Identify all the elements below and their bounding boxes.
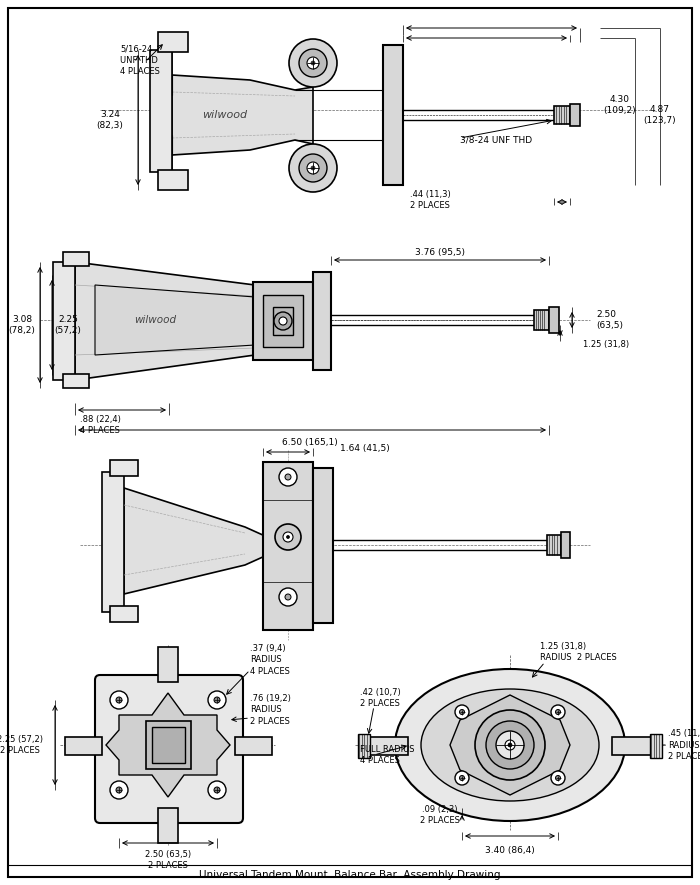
Bar [158,647,178,682]
Bar [263,295,303,347]
Circle shape [285,474,291,480]
Circle shape [208,691,226,709]
Bar [549,307,559,333]
Circle shape [475,710,545,780]
Bar [554,106,570,124]
Circle shape [289,144,337,192]
Bar [110,606,138,622]
Text: .44 (11,3)
2 PLACES: .44 (11,3) 2 PLACES [410,190,450,210]
Circle shape [285,594,291,600]
Bar [358,734,370,758]
Circle shape [459,710,465,714]
Text: 3.40 (86,4): 3.40 (86,4) [485,845,535,855]
Circle shape [299,49,327,77]
Circle shape [116,787,122,793]
Text: 3.24
(82,3): 3.24 (82,3) [97,110,123,130]
Bar [612,737,652,755]
Text: 1.25 (31,8): 1.25 (31,8) [583,341,629,350]
Circle shape [496,731,524,759]
Text: 4.87
(123,7): 4.87 (123,7) [644,105,676,125]
Text: FULL RADIUS
4 PLACES: FULL RADIUS 4 PLACES [360,745,414,765]
Circle shape [289,39,337,87]
Bar [313,272,331,370]
Bar [561,532,570,558]
Text: 2.50
(63,5): 2.50 (63,5) [596,310,623,330]
Circle shape [279,588,297,606]
Bar [102,472,124,612]
Circle shape [311,166,315,170]
Bar [110,460,138,476]
Text: wilwood: wilwood [202,110,248,120]
Text: .45 (11,4)
RADIUS
2 PLACES: .45 (11,4) RADIUS 2 PLACES [668,729,700,760]
Bar [158,32,188,52]
Bar [158,808,178,843]
Polygon shape [124,488,265,594]
Circle shape [275,524,301,550]
Ellipse shape [421,689,599,801]
Bar [570,104,580,126]
Bar [368,737,408,755]
Circle shape [508,743,512,747]
Text: 1.64 (41,5): 1.64 (41,5) [340,443,390,452]
Circle shape [214,697,220,703]
Circle shape [110,781,128,799]
Circle shape [307,162,319,174]
Circle shape [551,771,565,785]
Circle shape [279,468,297,486]
Circle shape [459,775,465,781]
Circle shape [307,57,319,69]
Circle shape [274,312,292,330]
Circle shape [505,740,515,750]
Text: 6.50 (165,1): 6.50 (165,1) [282,438,338,448]
Circle shape [279,317,287,325]
FancyBboxPatch shape [95,675,243,823]
Polygon shape [75,262,255,380]
Circle shape [455,705,469,719]
Text: .42 (10,7)
2 PLACES: .42 (10,7) 2 PLACES [360,688,400,708]
Text: .37 (9,4)
RADIUS
4 PLACES: .37 (9,4) RADIUS 4 PLACES [250,644,290,675]
Text: 2.50 (63,5)
2 PLACES: 2.50 (63,5) 2 PLACES [145,850,191,870]
Bar [150,50,172,172]
Text: 1.25 (31,8)
RADIUS  2 PLACES: 1.25 (31,8) RADIUS 2 PLACES [540,642,617,662]
Bar [383,45,403,185]
Text: .76 (19,2)
RADIUS
2 PLACES: .76 (19,2) RADIUS 2 PLACES [250,695,291,726]
Ellipse shape [395,669,625,821]
Bar [534,310,549,330]
Circle shape [283,532,293,542]
Text: 2.25 (57,2)
2 PLACES: 2.25 (57,2) 2 PLACES [0,735,43,755]
Text: 5/16-24
UNF THD
4 PLACES: 5/16-24 UNF THD 4 PLACES [120,45,160,76]
Bar [253,282,313,360]
Text: .09 (2,3)
2 PLACES: .09 (2,3) 2 PLACES [420,805,460,825]
Bar [65,737,102,755]
Bar [313,468,333,623]
Polygon shape [106,693,230,797]
Circle shape [556,775,561,781]
Text: 3/8-24 UNF THD: 3/8-24 UNF THD [460,135,532,144]
Bar [273,307,293,335]
Text: .88 (22,4)
4 PLACES: .88 (22,4) 4 PLACES [80,415,121,435]
Bar [235,737,272,755]
Bar [146,721,191,769]
Bar [547,535,561,555]
Text: Universal Tandem Mount  Balance Bar  Assembly Drawing: Universal Tandem Mount Balance Bar Assem… [199,870,500,880]
Bar [53,262,75,380]
Circle shape [116,697,122,703]
Circle shape [486,721,534,769]
Text: 3.76 (95,5): 3.76 (95,5) [415,248,465,257]
Circle shape [110,691,128,709]
Text: 3.08
(78,2): 3.08 (78,2) [8,315,36,335]
Text: 4.30
(109,2): 4.30 (109,2) [603,95,636,115]
Polygon shape [95,285,255,355]
Bar [63,252,89,266]
Circle shape [455,771,469,785]
Polygon shape [450,695,570,795]
Circle shape [311,61,315,65]
Bar [158,170,188,190]
Bar [152,727,185,763]
Circle shape [556,710,561,714]
Text: wilwood: wilwood [134,315,176,325]
Circle shape [208,781,226,799]
Circle shape [286,535,290,538]
Bar [263,462,313,630]
Bar [650,734,662,758]
